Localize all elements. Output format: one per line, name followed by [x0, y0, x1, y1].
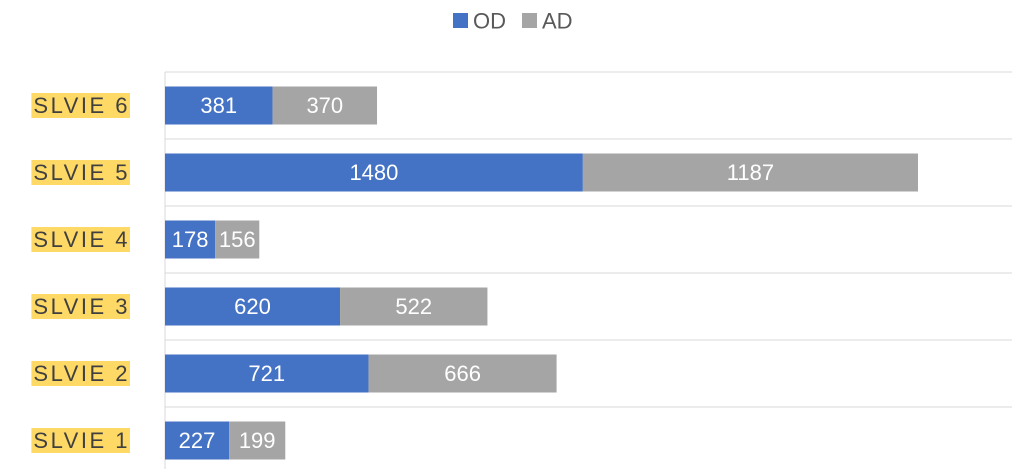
category-label: SLVIE 6 — [33, 93, 130, 118]
bar-segment — [165, 421, 230, 460]
bar-segment — [165, 287, 341, 326]
data-label: 199 — [239, 428, 276, 453]
category-label: SLVIE 4 — [33, 227, 130, 252]
data-label: 1480 — [349, 160, 398, 185]
bar-segment — [582, 153, 918, 192]
bar-segment — [340, 287, 488, 326]
data-label: 370 — [306, 93, 343, 118]
data-label: 721 — [248, 361, 285, 386]
category-highlight — [31, 428, 130, 453]
bar-segment — [368, 354, 557, 393]
category-highlight — [31, 294, 130, 319]
category-label: SLVIE 1 — [33, 428, 130, 453]
bar-segment — [229, 421, 286, 460]
legend: OD AD — [453, 9, 573, 34]
category-label: SLVIE 3 — [33, 294, 130, 319]
legend-label: OD — [473, 9, 506, 34]
legend-label: AD — [542, 9, 573, 34]
bar-segment — [165, 220, 216, 259]
bar-segment — [165, 354, 369, 393]
bar-segment — [272, 86, 378, 125]
data-label: 178 — [172, 227, 209, 252]
legend-swatch — [453, 13, 468, 28]
bar-segment — [165, 86, 273, 125]
category-highlight — [31, 227, 130, 252]
data-label: 1187 — [727, 160, 774, 185]
legend-swatch — [522, 13, 537, 28]
category-highlight — [31, 160, 130, 185]
category-label: SLVIE 2 — [33, 361, 130, 386]
category-label: SLVIE 5 — [33, 160, 130, 185]
data-label: 156 — [219, 227, 256, 252]
category-highlight — [31, 361, 130, 386]
data-label: 227 — [179, 428, 216, 453]
data-label: 666 — [444, 361, 481, 386]
data-label: 620 — [234, 294, 271, 319]
category-highlight — [31, 93, 130, 118]
bar-segment — [215, 220, 260, 259]
data-label: 522 — [395, 294, 432, 319]
bar-segment — [165, 153, 583, 192]
data-label: 381 — [200, 93, 237, 118]
